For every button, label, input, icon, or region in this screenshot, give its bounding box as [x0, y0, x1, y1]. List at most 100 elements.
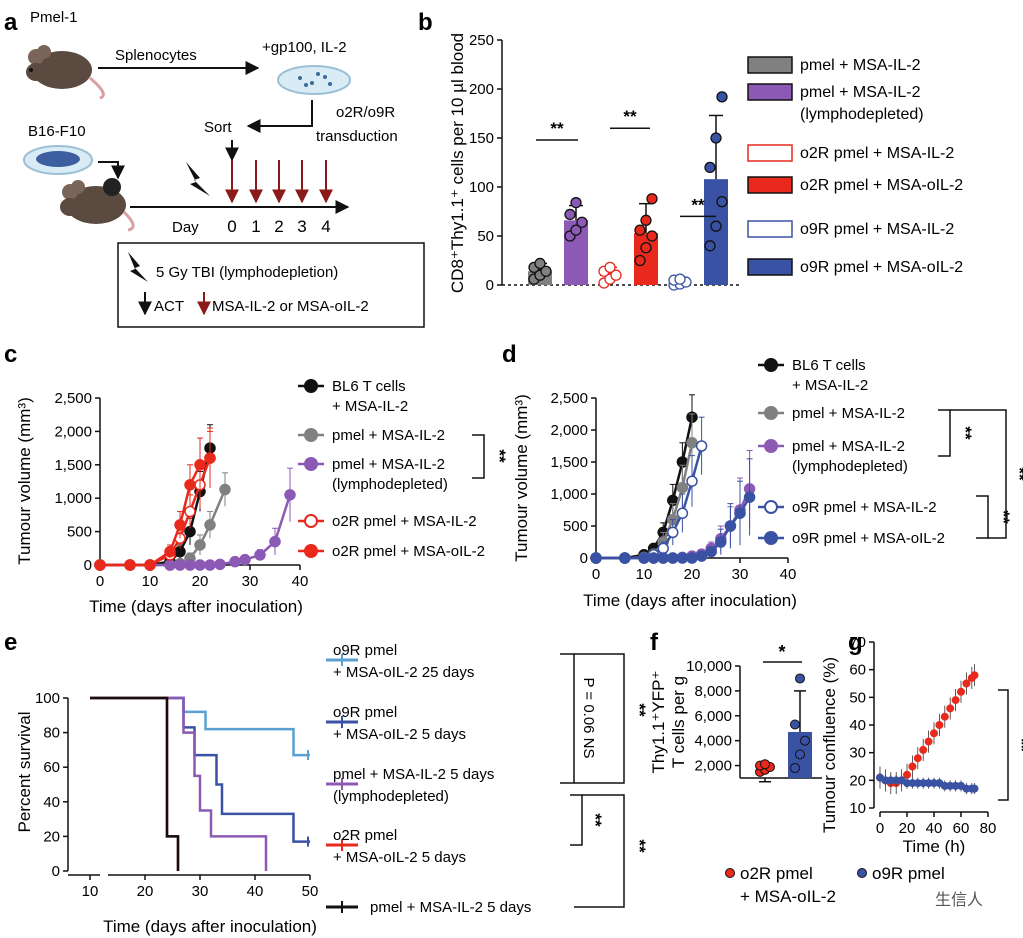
legend-label: o9R pmel + MSA-IL-2	[792, 499, 937, 516]
data-point	[695, 550, 708, 562]
significance-label: **	[490, 449, 509, 463]
data-point	[229, 555, 241, 568]
x-axis-label: Time (days after inoculation)	[583, 591, 797, 610]
day-tick-label: 0	[227, 217, 236, 236]
data-point	[667, 552, 679, 564]
y-tick-label: 60	[43, 759, 60, 776]
x-tick-label: 40	[926, 820, 943, 837]
legend-label: (lymphodepleted)	[332, 476, 448, 493]
y-tick-label: 70	[849, 634, 866, 651]
data-point	[144, 559, 156, 571]
chart-e: 0 20 40 60 80 100 10 20 30 40 50 Percent survival Ti…	[15, 642, 649, 936]
legend-label: o2R pmel + MSA-oIL-2	[800, 177, 963, 194]
x-tick-label: 40	[780, 566, 797, 583]
panel-e-letter: e	[4, 629, 17, 656]
y-tick-label: 60	[849, 662, 866, 679]
panel-c-letter: c	[4, 341, 17, 368]
data-point	[576, 216, 588, 228]
y-tick-label: 200	[469, 81, 494, 98]
data-point	[540, 265, 552, 277]
y-tick-label: 50	[477, 228, 494, 245]
data-point	[184, 479, 196, 491]
x-tick-label: 30	[192, 883, 209, 900]
x-tick-label: 50	[302, 883, 319, 900]
data-point	[946, 704, 955, 713]
data-point	[570, 197, 582, 209]
x-tick-label: 60	[953, 820, 970, 837]
data-point	[704, 161, 716, 174]
legend-label: + MSA-IL-2	[332, 398, 408, 415]
significance-bracket	[574, 794, 625, 908]
x-tick-label: 40	[292, 573, 309, 590]
x-axis-label: Time (h)	[903, 837, 966, 856]
data-point	[94, 559, 106, 571]
data-point	[284, 489, 296, 501]
data-point	[710, 220, 722, 232]
data-point	[743, 491, 756, 503]
legend-label: pmel + MSA-IL-2	[800, 84, 921, 101]
legend-label: o2R pmel + MSA-IL-2	[800, 145, 954, 162]
data-point	[590, 552, 602, 564]
y-tick-label: 0	[486, 277, 494, 294]
data-point	[676, 507, 689, 519]
data-point	[930, 729, 938, 738]
significance-bracket	[472, 434, 485, 479]
significance-label: **	[1012, 738, 1023, 752]
legend-marker	[764, 439, 778, 453]
data-point	[647, 552, 660, 564]
data-point	[724, 520, 737, 532]
data-point	[795, 749, 805, 760]
data-point	[970, 784, 979, 793]
data-point	[686, 552, 698, 564]
significance-bracket	[574, 653, 625, 784]
data-point	[951, 696, 960, 705]
data-point	[174, 519, 186, 531]
legend-label: + MSA-oIL-2 5 days	[333, 726, 466, 743]
x-tick-label: 20	[137, 883, 154, 900]
data-point	[204, 559, 216, 571]
data-point	[800, 735, 810, 746]
legend-label: (lymphodepleted)	[800, 106, 924, 123]
y-tick-label: 2,000	[694, 758, 732, 775]
panel-f: f 2,000 4,000 6,000 8,000 10,000 Thy1.1⁺YFP⁺ T…	[649, 629, 822, 783]
significance-label: **	[956, 426, 975, 440]
legend-label: o9R pmel + MSA-oIL-2	[792, 530, 945, 547]
survival-curve	[90, 696, 180, 871]
data-point	[634, 254, 646, 267]
data-point	[604, 261, 616, 274]
legend-swatch	[747, 144, 793, 162]
legend-marker	[764, 531, 778, 545]
mouse-icon	[26, 45, 105, 100]
data-point	[790, 719, 800, 730]
legend-label: pmel + MSA-IL-2	[792, 438, 905, 455]
tumour-dish-icon	[23, 145, 93, 175]
data-point	[194, 459, 206, 471]
y-tick-label: 2,000	[54, 423, 92, 440]
data-point	[239, 553, 251, 566]
chart-c: 0 500 1,000 1,500 2,000 2,500 0 10 20 30 40 Tumour …	[15, 378, 509, 616]
chart-g: 10 20 30 40 50 60 70 0 20 40 60 80 Tumour confluence…	[725, 634, 1023, 906]
mouse-icon	[60, 178, 135, 232]
x-tick-label: 0	[96, 573, 104, 590]
legend-marker	[764, 358, 778, 372]
data-point	[570, 224, 582, 236]
significance-bracket	[570, 794, 583, 846]
significance-label: **	[630, 839, 649, 853]
significance-bracket	[950, 409, 1007, 539]
data-point	[734, 507, 746, 519]
legend-label: o2R pmel + MSA-oIL-2	[332, 543, 485, 560]
legend-label: o9R pmel	[872, 864, 945, 883]
legend-marker	[725, 868, 735, 878]
significance-bracket	[560, 653, 575, 784]
y-tick-label: 100	[35, 690, 60, 707]
data-point	[686, 475, 698, 487]
legend-label: o9R pmel + MSA-oIL-2	[800, 259, 963, 276]
y-tick-label: 0	[580, 550, 588, 567]
panel-f-letter: f	[650, 629, 659, 656]
x-tick-label: 0	[592, 566, 600, 583]
data-point	[686, 437, 698, 449]
data-point	[908, 762, 917, 771]
y-tick-label: 500	[563, 518, 588, 535]
